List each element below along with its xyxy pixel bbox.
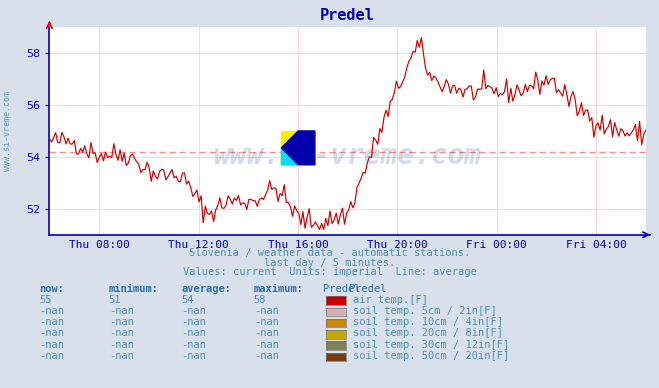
Text: soil temp. 5cm / 2in[F]: soil temp. 5cm / 2in[F] — [353, 306, 496, 316]
Bar — [281, 131, 315, 165]
Text: -nan: -nan — [181, 351, 206, 361]
Text: Values: current  Units: imperial  Line: average: Values: current Units: imperial Line: av… — [183, 267, 476, 277]
Polygon shape — [281, 148, 298, 165]
Text: -nan: -nan — [109, 306, 134, 316]
Text: www.si-vreme.com: www.si-vreme.com — [214, 142, 482, 170]
Polygon shape — [281, 131, 315, 165]
Text: soil temp. 20cm / 8in[F]: soil temp. 20cm / 8in[F] — [353, 328, 503, 338]
Text: -nan: -nan — [109, 351, 134, 361]
Text: -nan: -nan — [109, 340, 134, 350]
Text: -nan: -nan — [40, 351, 65, 361]
Text: soil temp. 30cm / 12in[F]: soil temp. 30cm / 12in[F] — [353, 340, 509, 350]
Text: -nan: -nan — [181, 306, 206, 316]
Text: -nan: -nan — [254, 340, 279, 350]
Text: -nan: -nan — [40, 317, 65, 327]
Title: Predel: Predel — [320, 8, 375, 23]
Text: -nan: -nan — [254, 351, 279, 361]
Text: air temp.[F]: air temp.[F] — [353, 294, 428, 305]
Text: -nan: -nan — [40, 306, 65, 316]
Text: last day / 5 minutes.: last day / 5 minutes. — [264, 258, 395, 268]
Text: soil temp. 50cm / 20in[F]: soil temp. 50cm / 20in[F] — [353, 351, 509, 361]
Text: minimum:: minimum: — [109, 284, 159, 294]
Text: Slovenia / weather data - automatic stations.: Slovenia / weather data - automatic stat… — [189, 248, 470, 258]
Text: -nan: -nan — [40, 328, 65, 338]
Text: -nan: -nan — [181, 328, 206, 338]
Text: -nan: -nan — [40, 340, 65, 350]
Text: average:: average: — [181, 284, 231, 294]
Text: www.si-vreme.com: www.si-vreme.com — [3, 91, 13, 171]
Text: -nan: -nan — [181, 340, 206, 350]
Text: -nan: -nan — [181, 317, 206, 327]
Text: -nan: -nan — [254, 317, 279, 327]
Text: 54: 54 — [181, 294, 194, 305]
Text: Predel: Predel — [349, 284, 387, 294]
Text: -nan: -nan — [254, 306, 279, 316]
Text: -nan: -nan — [254, 328, 279, 338]
Text: -nan: -nan — [109, 317, 134, 327]
Text: -nan: -nan — [109, 328, 134, 338]
Text: soil temp. 10cm / 4in[F]: soil temp. 10cm / 4in[F] — [353, 317, 503, 327]
Text: 58: 58 — [254, 294, 266, 305]
Text: 51: 51 — [109, 294, 121, 305]
Text: now:: now: — [40, 284, 65, 294]
Text: maximum:: maximum: — [254, 284, 304, 294]
Text: Predel: Predel — [323, 284, 360, 294]
Text: 55: 55 — [40, 294, 52, 305]
